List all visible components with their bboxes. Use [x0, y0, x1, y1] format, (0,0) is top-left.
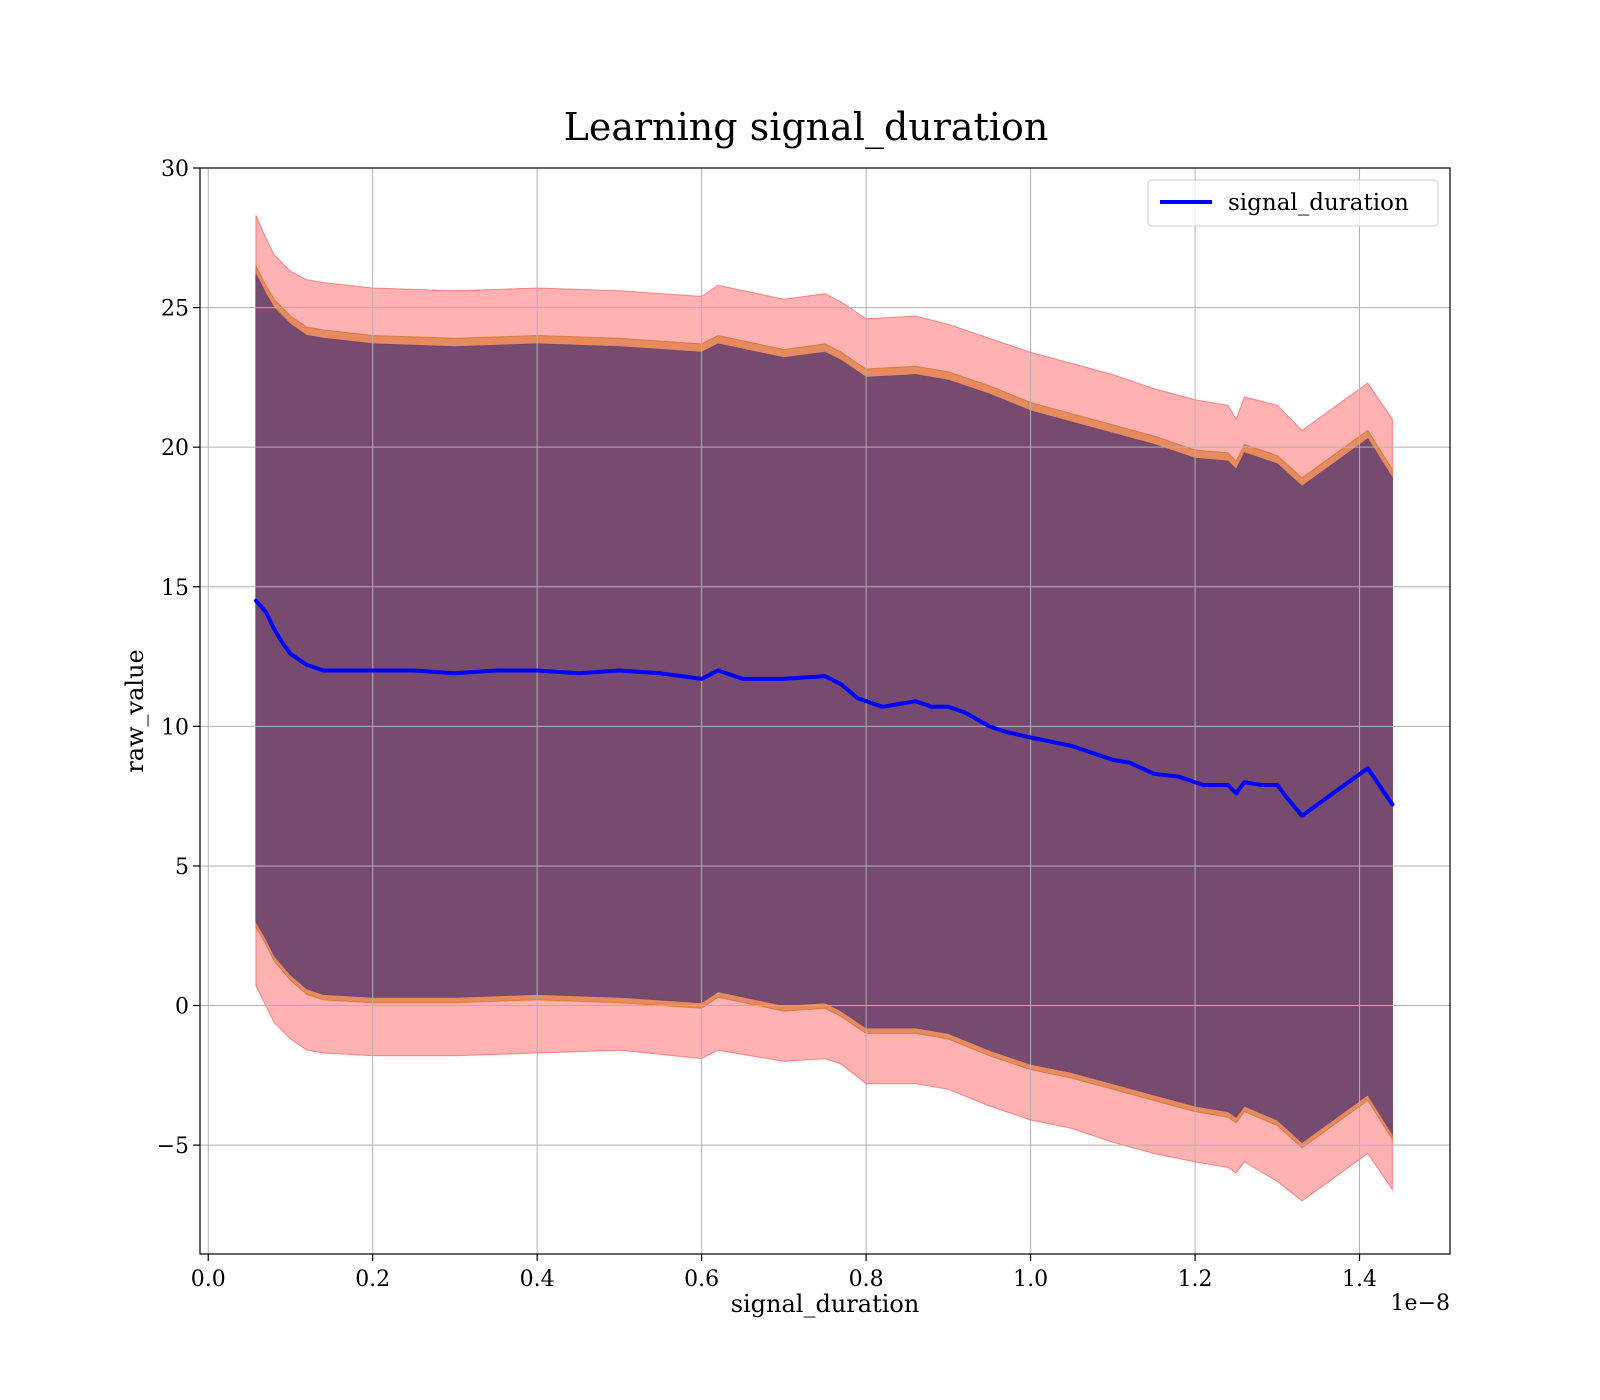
- grid: [200, 167, 1450, 1254]
- series-line-signal_duration: [253, 598, 1395, 818]
- y-tick-label: 5: [175, 855, 189, 880]
- y-tick-label: 0: [175, 995, 189, 1020]
- y-axis-label: raw_value: [121, 649, 149, 773]
- x-tick-label: 0.8: [849, 1267, 884, 1292]
- legend-box: [1147, 179, 1439, 227]
- y-tick-label: 15: [161, 576, 189, 601]
- confidence-bands: [255, 215, 1393, 1202]
- series-lines: [253, 598, 1395, 818]
- band-inner: [255, 273, 1393, 1143]
- x-tick-label: 0.2: [355, 1267, 390, 1292]
- x-tick-label: 1.0: [1013, 1267, 1048, 1292]
- x-axis-offset-label: 1e−8: [1391, 1291, 1450, 1316]
- x-tick-label: 1.2: [1178, 1267, 1213, 1292]
- y-tick-label: −5: [157, 1134, 189, 1159]
- legend-label: signal_duration: [1228, 190, 1409, 216]
- y-tick-label: 30: [161, 157, 189, 182]
- y-tick-label: 10: [161, 715, 189, 740]
- x-tick-label: 1.4: [1342, 1267, 1377, 1292]
- chart-title: Learning signal_duration: [564, 105, 1049, 150]
- plot-frame: [199, 167, 1451, 1255]
- y-tick-label: 20: [161, 436, 189, 461]
- legend: signal_duration: [1147, 179, 1439, 227]
- x-tick-label: 0.4: [520, 1267, 555, 1292]
- x-tick-label: 0.6: [684, 1267, 719, 1292]
- y-tick-label: 25: [161, 297, 189, 322]
- x-axis-label: signal_duration: [731, 1290, 920, 1318]
- x-tick-label: 0.0: [191, 1267, 226, 1292]
- axis-ticks: 0.0 0.2 0.4 0.6 0.8 1.0 1.2 1.4 −5 0 5 10 15 20 25 30: [157, 157, 1377, 1292]
